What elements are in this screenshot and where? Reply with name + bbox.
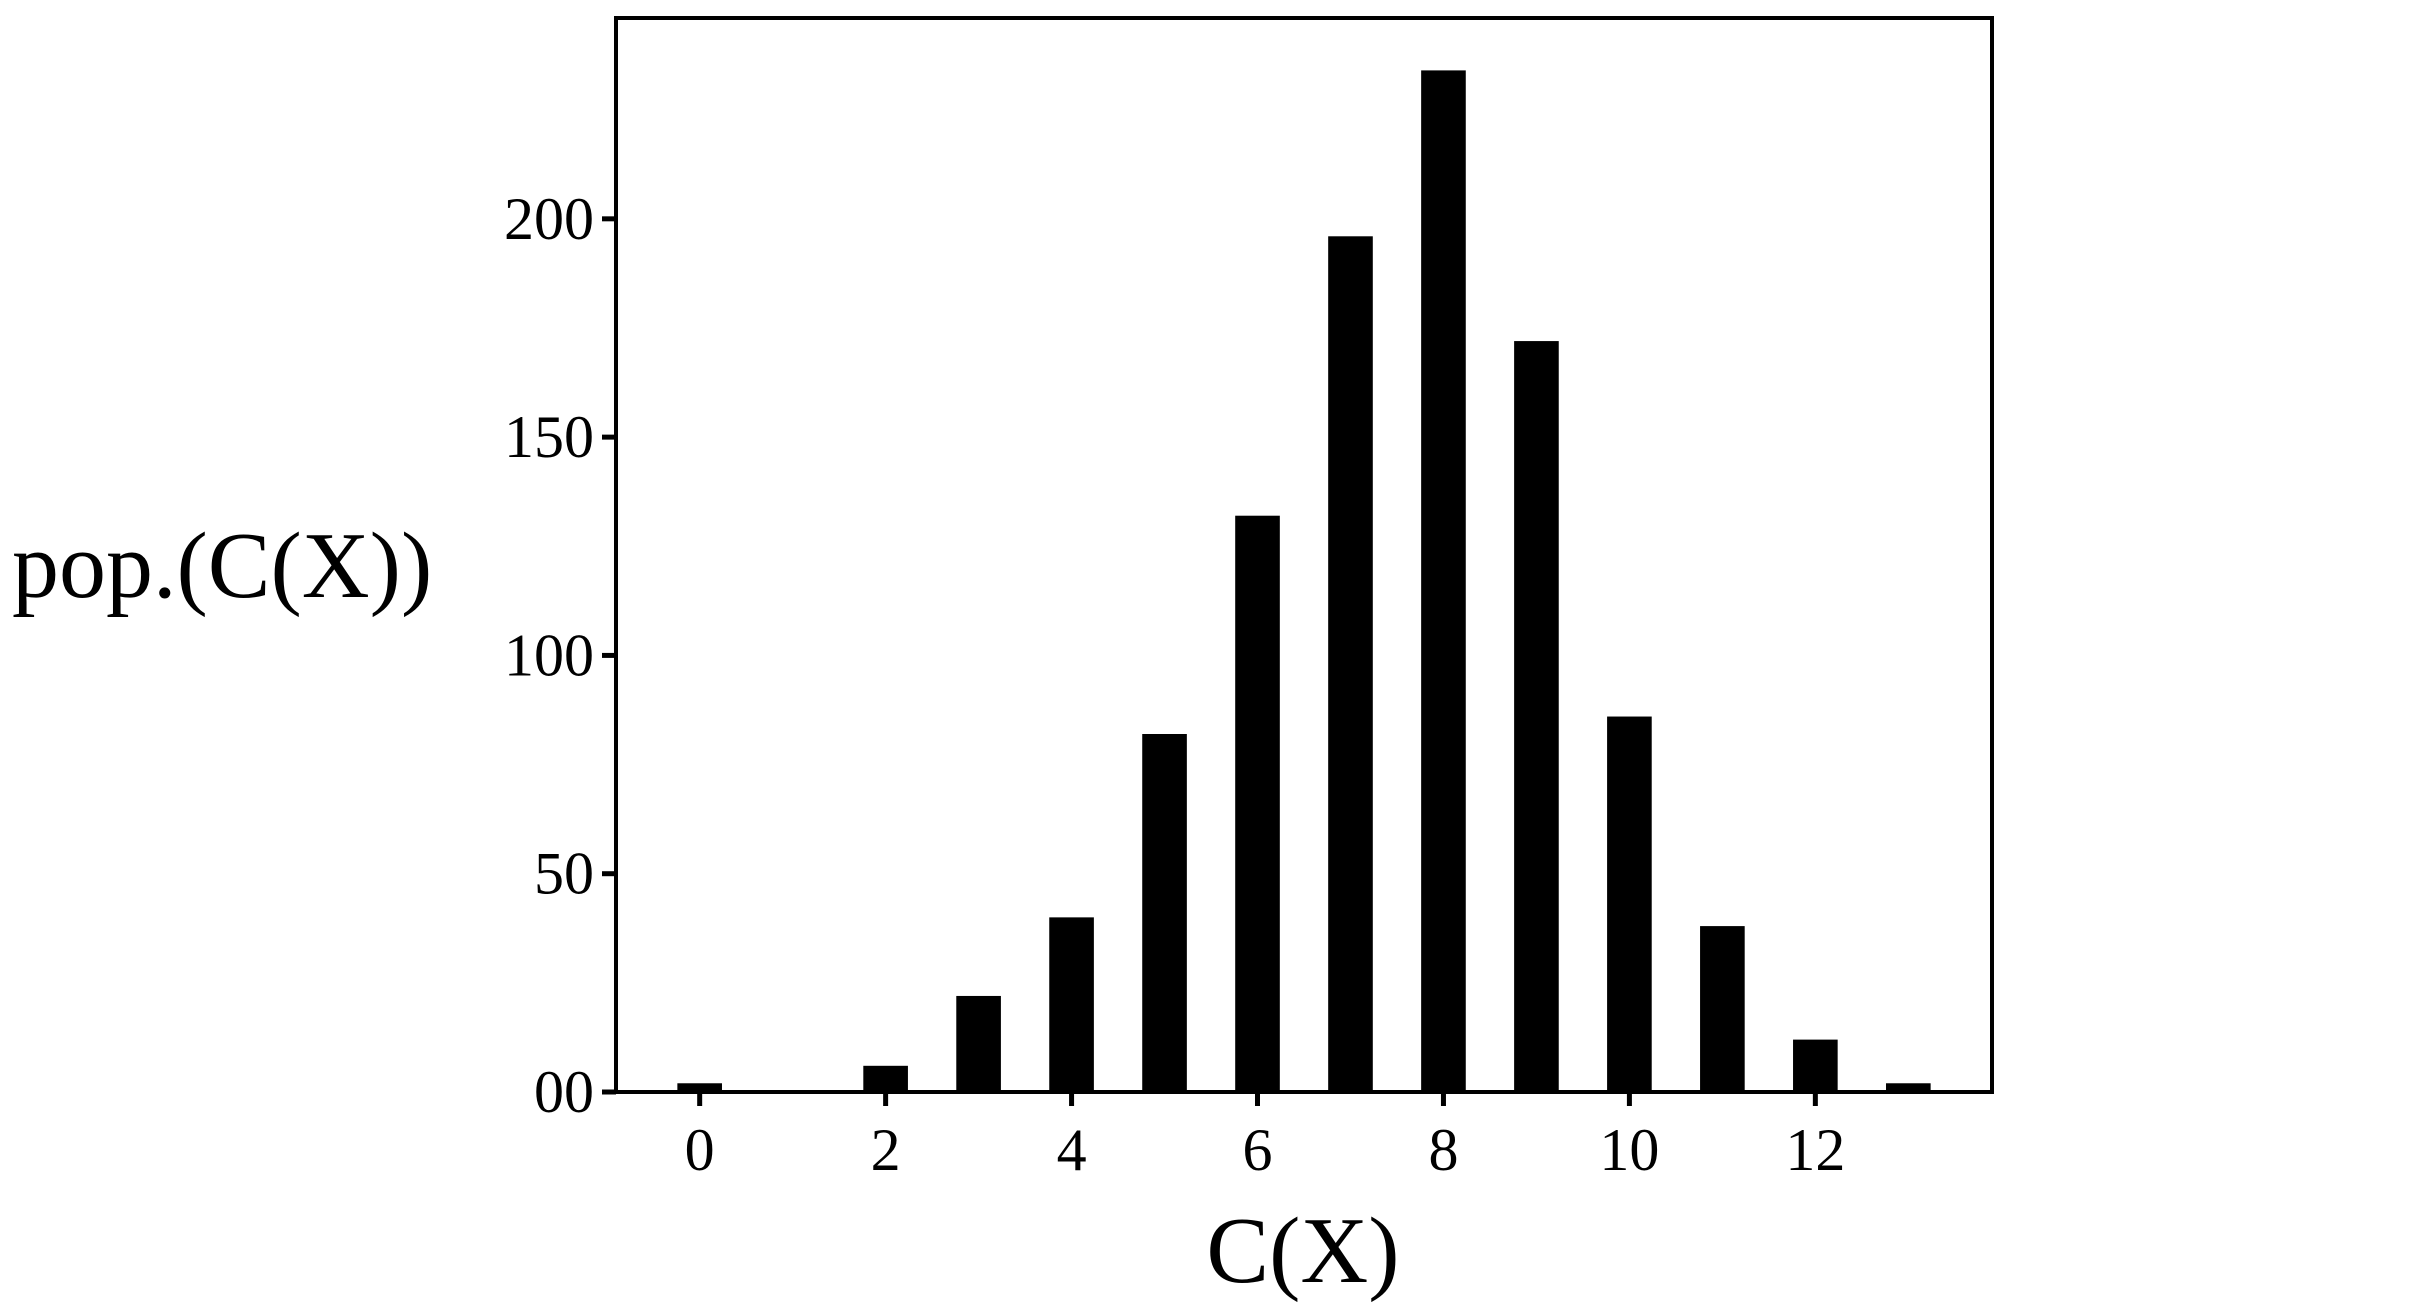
y-tick-label: 150 — [504, 404, 594, 470]
x-tick-label: 6 — [1243, 1117, 1273, 1183]
bar-2 — [863, 1065, 908, 1092]
bar-11 — [1700, 926, 1745, 1092]
y-axis-ticks: 00 50 100 150 200 — [504, 186, 616, 1125]
x-tick-label: 8 — [1428, 1117, 1458, 1183]
plot-frame — [614, 16, 1994, 1094]
x-tick-label: 12 — [1785, 1117, 1845, 1183]
bar-9 — [1514, 341, 1559, 1092]
bar-3 — [956, 995, 1001, 1092]
bar-0 — [677, 1083, 722, 1092]
bars-group — [677, 70, 1931, 1093]
bar-4 — [1049, 917, 1094, 1092]
bar-13 — [1886, 1083, 1931, 1092]
x-tick-label: 10 — [1599, 1117, 1659, 1183]
x-tick-label: 2 — [871, 1117, 901, 1183]
x-tick-label: 0 — [685, 1117, 715, 1183]
bar-6 — [1235, 515, 1280, 1092]
y-tick-label: 100 — [504, 622, 594, 688]
bar-7 — [1328, 236, 1373, 1093]
y-axis-label: pop.(C(X)) — [12, 514, 432, 618]
bar-10 — [1607, 716, 1652, 1092]
y-tick-label: 200 — [504, 186, 594, 252]
x-axis-label: C(X) — [1206, 1199, 1399, 1303]
x-axis-ticks: 0 2 4 6 8 10 12 — [685, 1092, 1845, 1183]
y-tick-label: 50 — [534, 841, 594, 907]
x-tick-label: 4 — [1057, 1117, 1087, 1183]
bar-8 — [1421, 70, 1466, 1092]
bar-5 — [1142, 734, 1187, 1092]
bar-12 — [1793, 1039, 1838, 1092]
y-tick-label: 00 — [534, 1059, 594, 1125]
